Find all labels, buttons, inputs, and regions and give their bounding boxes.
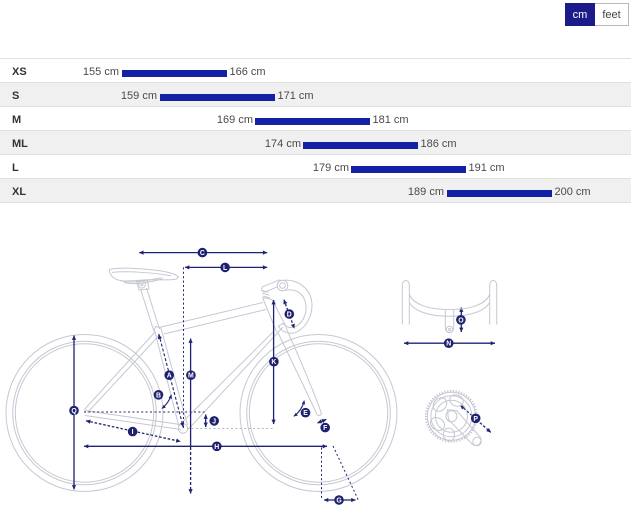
svg-text:L: L (223, 265, 227, 272)
svg-text:C: C (200, 250, 205, 257)
svg-text:N: N (446, 341, 451, 348)
svg-text:K: K (271, 359, 276, 366)
svg-text:J: J (212, 418, 216, 425)
svg-text:A: A (167, 373, 172, 380)
svg-text:H: H (214, 444, 219, 451)
svg-text:D: D (287, 311, 292, 318)
svg-text:I: I (132, 429, 134, 436)
svg-text:F: F (323, 425, 327, 432)
svg-text:M: M (188, 373, 194, 380)
svg-text:B: B (156, 392, 161, 399)
svg-text:E: E (303, 410, 308, 417)
svg-text:P: P (473, 416, 478, 423)
svg-text:O: O (458, 317, 464, 324)
svg-text:Q: Q (71, 408, 77, 415)
svg-text:G: G (336, 497, 341, 504)
